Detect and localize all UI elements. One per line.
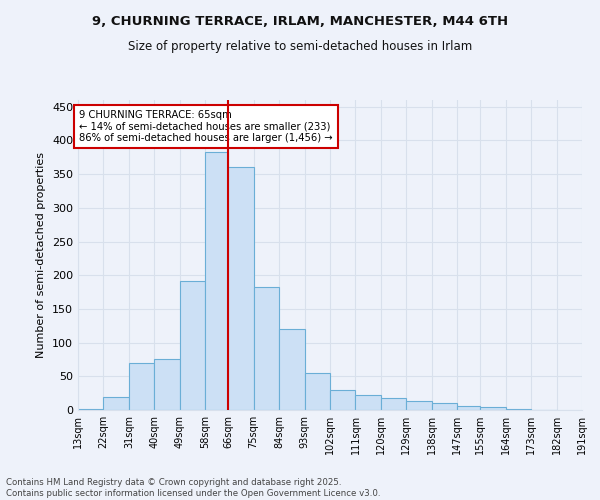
Bar [180, 280, 205, 410]
Bar [78, 408, 103, 410]
Bar [406, 400, 432, 410]
Bar [355, 395, 381, 410]
Bar [205, 152, 228, 410]
Bar [305, 373, 330, 410]
Text: 9, CHURNING TERRACE, IRLAM, MANCHESTER, M44 6TH: 9, CHURNING TERRACE, IRLAM, MANCHESTER, … [92, 15, 508, 28]
Bar [228, 168, 254, 410]
Bar [254, 286, 279, 410]
Bar [129, 363, 154, 410]
Bar [279, 329, 305, 410]
Text: 9 CHURNING TERRACE: 65sqm
← 14% of semi-detached houses are smaller (233)
86% of: 9 CHURNING TERRACE: 65sqm ← 14% of semi-… [79, 110, 333, 144]
Bar [432, 404, 457, 410]
Text: Contains HM Land Registry data © Crown copyright and database right 2025.
Contai: Contains HM Land Registry data © Crown c… [6, 478, 380, 498]
Bar [381, 398, 406, 410]
Bar [457, 406, 480, 410]
Bar [154, 360, 180, 410]
Text: Size of property relative to semi-detached houses in Irlam: Size of property relative to semi-detach… [128, 40, 472, 53]
Bar [330, 390, 355, 410]
Y-axis label: Number of semi-detached properties: Number of semi-detached properties [37, 152, 46, 358]
Bar [506, 408, 531, 410]
Bar [480, 408, 506, 410]
Bar [103, 396, 129, 410]
